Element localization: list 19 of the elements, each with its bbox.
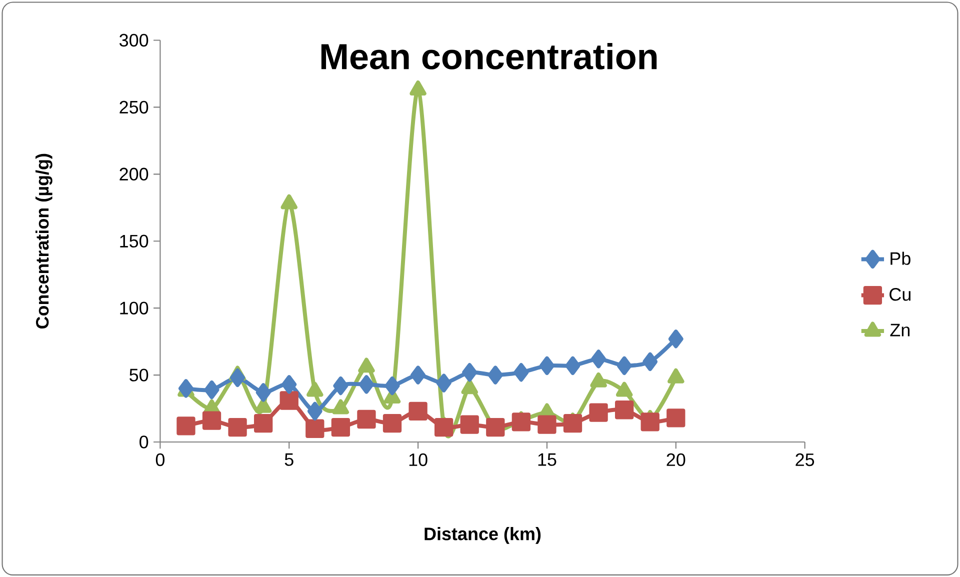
x-tick-label: 10 [409, 453, 428, 466]
y-axis-title: Concentration (µg/g) [36, 154, 52, 328]
y-tick-label: 200 [120, 168, 148, 180]
x-tick-label: 20 [666, 453, 686, 466]
chart-title: Mean concentration [321, 42, 657, 70]
legend-label: Cu [890, 288, 910, 301]
y-tick-label: 50 [130, 368, 148, 382]
y-tick-label: 300 [120, 34, 148, 47]
x-axis-title: Distance (km) [424, 526, 541, 544]
x-tick-label: 25 [796, 453, 814, 466]
x-tick-label: 0 [156, 453, 164, 466]
legend-label: Zn [890, 324, 910, 336]
y-tick-label: 250 [120, 100, 148, 114]
x-tick-label: 15 [538, 453, 556, 466]
y-tick-label: 150 [120, 234, 148, 248]
x-tick-label: 5 [284, 453, 294, 466]
y-tick-label: 0 [140, 436, 148, 448]
y-tick-label: 100 [120, 302, 148, 314]
legend-label: Pb [890, 252, 910, 265]
